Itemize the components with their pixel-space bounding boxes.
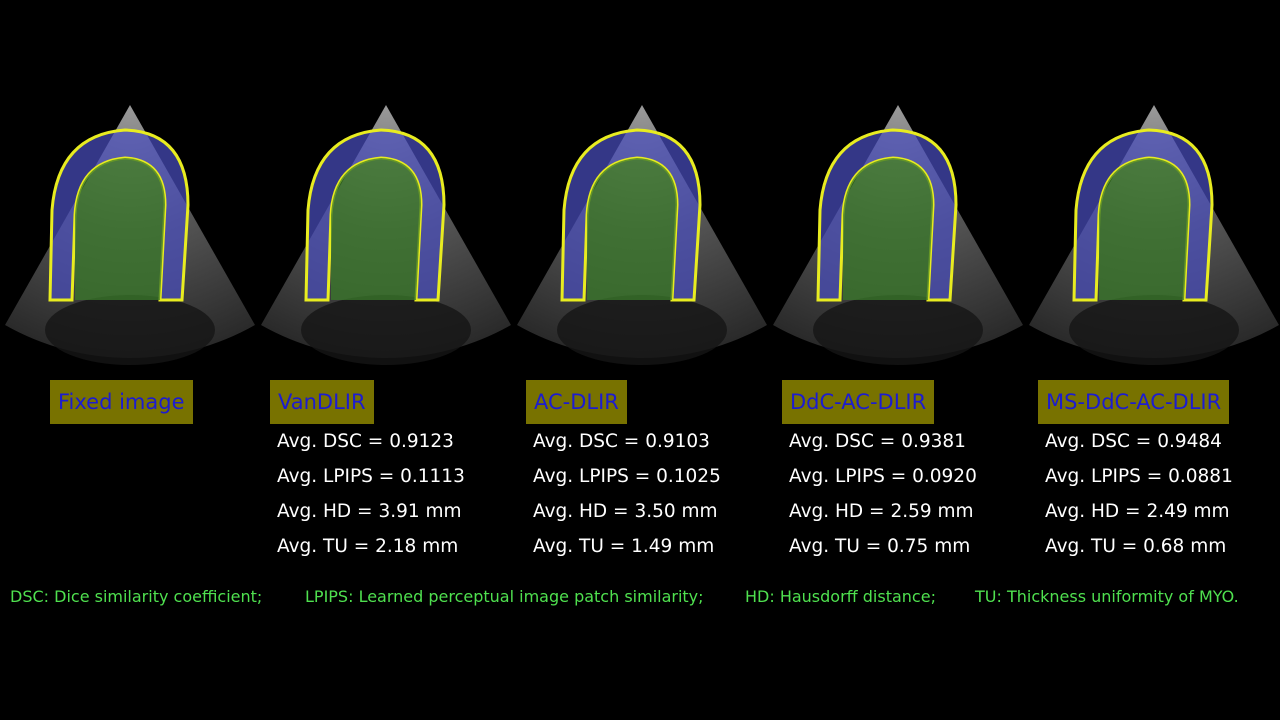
metric: Avg. TU = 1.49 mm [533,536,715,557]
ventricle [331,158,421,300]
ventricle [75,158,165,300]
metric: Avg. LPIPS = 0.1113 [277,466,465,487]
footnote: DSC: Dice similarity coefficient; [10,587,263,606]
metric: Avg. HD = 2.59 mm [789,501,974,522]
ventricle [587,158,677,300]
footnote: TU: Thickness uniformity of MYO. [975,587,1239,606]
shadow [45,295,215,365]
footnote: LPIPS: Learned perceptual image patch si… [305,587,704,606]
metric: Avg. LPIPS = 0.1025 [533,466,721,487]
method-label: Fixed image [50,380,193,424]
ventricle [843,158,933,300]
method-label: VanDLIR [270,380,374,424]
shadow [301,295,471,365]
metric: Avg. DSC = 0.9484 [1045,431,1222,452]
metric: Avg. HD = 3.50 mm [533,501,718,522]
shadow [557,295,727,365]
metric: Avg. TU = 2.18 mm [277,536,459,557]
metric: Avg. DSC = 0.9381 [789,431,966,452]
footnote: HD: Hausdorff distance; [745,587,936,606]
metric: Avg. DSC = 0.9103 [533,431,710,452]
method-label: DdC-AC-DLIR [782,380,935,424]
ventricle [1099,158,1189,300]
metric: Avg. TU = 0.68 mm [1045,536,1227,557]
shadow [813,295,983,365]
metric: Avg. LPIPS = 0.0881 [1045,466,1233,487]
metric: Avg. LPIPS = 0.0920 [789,466,977,487]
method-label: MS-DdC-AC-DLIR [1038,380,1230,424]
metric: Avg. DSC = 0.9123 [277,431,454,452]
metric: Avg. HD = 3.91 mm [277,501,462,522]
method-label: AC-DLIR [526,380,627,424]
shadow [1069,295,1239,365]
metric: Avg. HD = 2.49 mm [1045,501,1230,522]
metric: Avg. TU = 0.75 mm [789,536,971,557]
